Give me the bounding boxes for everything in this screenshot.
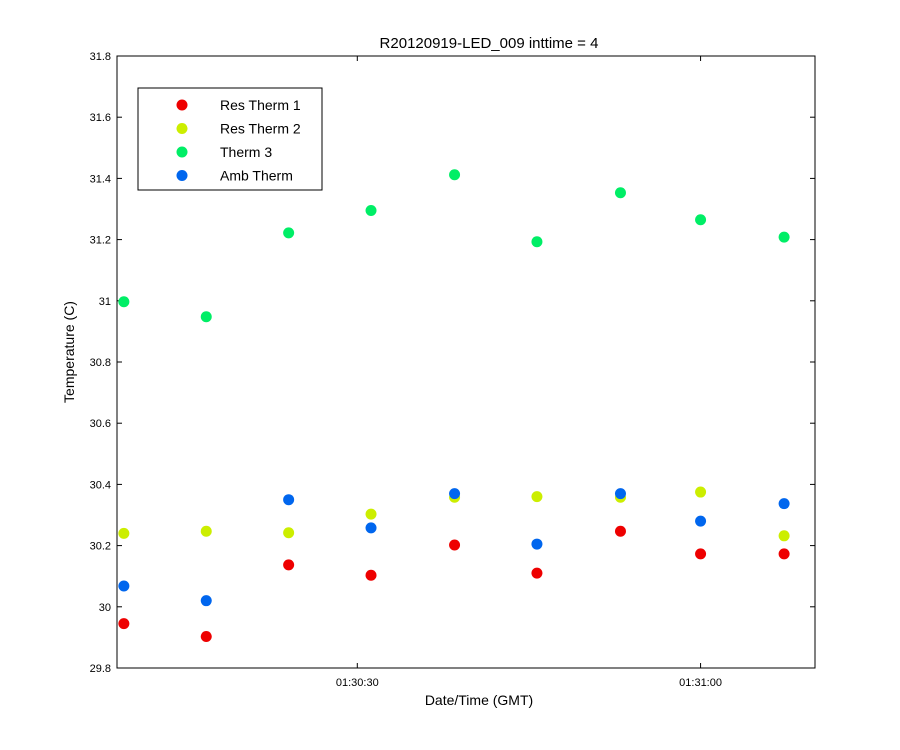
y-tick-label: 30.2: [90, 541, 111, 553]
legend-marker: [176, 146, 188, 158]
x-axis-label: Date/Time (GMT): [425, 692, 533, 708]
data-point-amb-therm: [531, 538, 543, 550]
data-point-amb-therm: [200, 595, 212, 607]
data-point-res-therm-1: [695, 548, 707, 560]
data-point-amb-therm: [365, 522, 377, 534]
y-tick-label: 31.8: [90, 51, 111, 63]
data-point-res-therm-1: [283, 559, 295, 571]
y-axis-ticks: 29.8 30 30.2 30.4 30.6 30.8 31 31.2 31.4 31.6 31.8: [90, 51, 815, 675]
data-point-therm-3: [365, 205, 377, 217]
data-point-res-therm-1: [365, 569, 377, 581]
legend-label: Res Therm 2: [220, 121, 301, 137]
data-point-res-therm-2: [283, 527, 295, 539]
data-points: [118, 169, 790, 642]
data-point-res-therm-2: [531, 491, 543, 503]
y-tick-label: 30: [99, 602, 111, 614]
y-tick-label: 31.4: [90, 173, 111, 185]
y-tick-label: 31: [99, 296, 111, 308]
data-point-res-therm-1: [778, 548, 790, 560]
data-point-res-therm-2: [200, 525, 212, 537]
data-point-therm-3: [531, 236, 543, 248]
legend-marker: [176, 170, 188, 181]
x-axis-ticks: 01:30:30 01:31:00: [336, 56, 722, 689]
data-point-res-therm-2: [695, 486, 707, 498]
y-tick-label: 31.6: [90, 112, 111, 124]
data-point-therm-3: [283, 227, 295, 239]
data-point-amb-therm: [778, 498, 790, 510]
data-point-therm-3: [778, 231, 790, 243]
data-point-therm-3: [449, 169, 461, 181]
legend-box: [137, 87, 323, 191]
data-point-res-therm-1: [614, 525, 626, 537]
data-point-therm-3: [118, 296, 130, 308]
legend-label: Amb Therm: [220, 168, 293, 184]
data-point-res-therm-2: [365, 508, 377, 520]
data-point-res-therm-1: [118, 618, 130, 630]
data-point-therm-3: [200, 311, 212, 323]
y-tick-label: 30.4: [90, 479, 111, 491]
y-tick-label: 31.2: [90, 235, 111, 247]
x-tick-label: 01:31:00: [679, 677, 722, 689]
y-tick-label: 29.8: [90, 663, 111, 675]
x-tick-label: 01:30:30: [336, 677, 379, 689]
data-point-amb-therm: [695, 515, 707, 527]
legend-marker: [176, 123, 188, 134]
data-point-amb-therm: [614, 488, 626, 500]
legend: Res Therm 1 Res Therm 2 Therm 3 Amb Therm: [137, 87, 323, 191]
y-tick-label: 30.6: [90, 418, 111, 430]
chart-title: R20120919-LED_009 inttime = 4: [380, 35, 599, 52]
data-point-amb-therm: [283, 494, 295, 506]
data-point-res-therm-1: [449, 539, 461, 551]
data-point-amb-therm: [118, 580, 130, 592]
legend-label: Therm 3: [220, 144, 272, 160]
data-point-res-therm-1: [531, 567, 543, 579]
data-point-res-therm-2: [118, 527, 130, 539]
y-tick-label: 30.8: [90, 357, 111, 369]
y-axis-label: Temperature (C): [61, 301, 77, 403]
data-point-res-therm-1: [200, 630, 212, 642]
data-point-res-therm-2: [778, 530, 790, 542]
legend-label: Res Therm 1: [220, 97, 301, 113]
legend-marker: [176, 99, 188, 111]
data-point-amb-therm: [449, 488, 461, 500]
data-point-therm-3: [614, 187, 626, 199]
data-point-therm-3: [695, 214, 707, 226]
